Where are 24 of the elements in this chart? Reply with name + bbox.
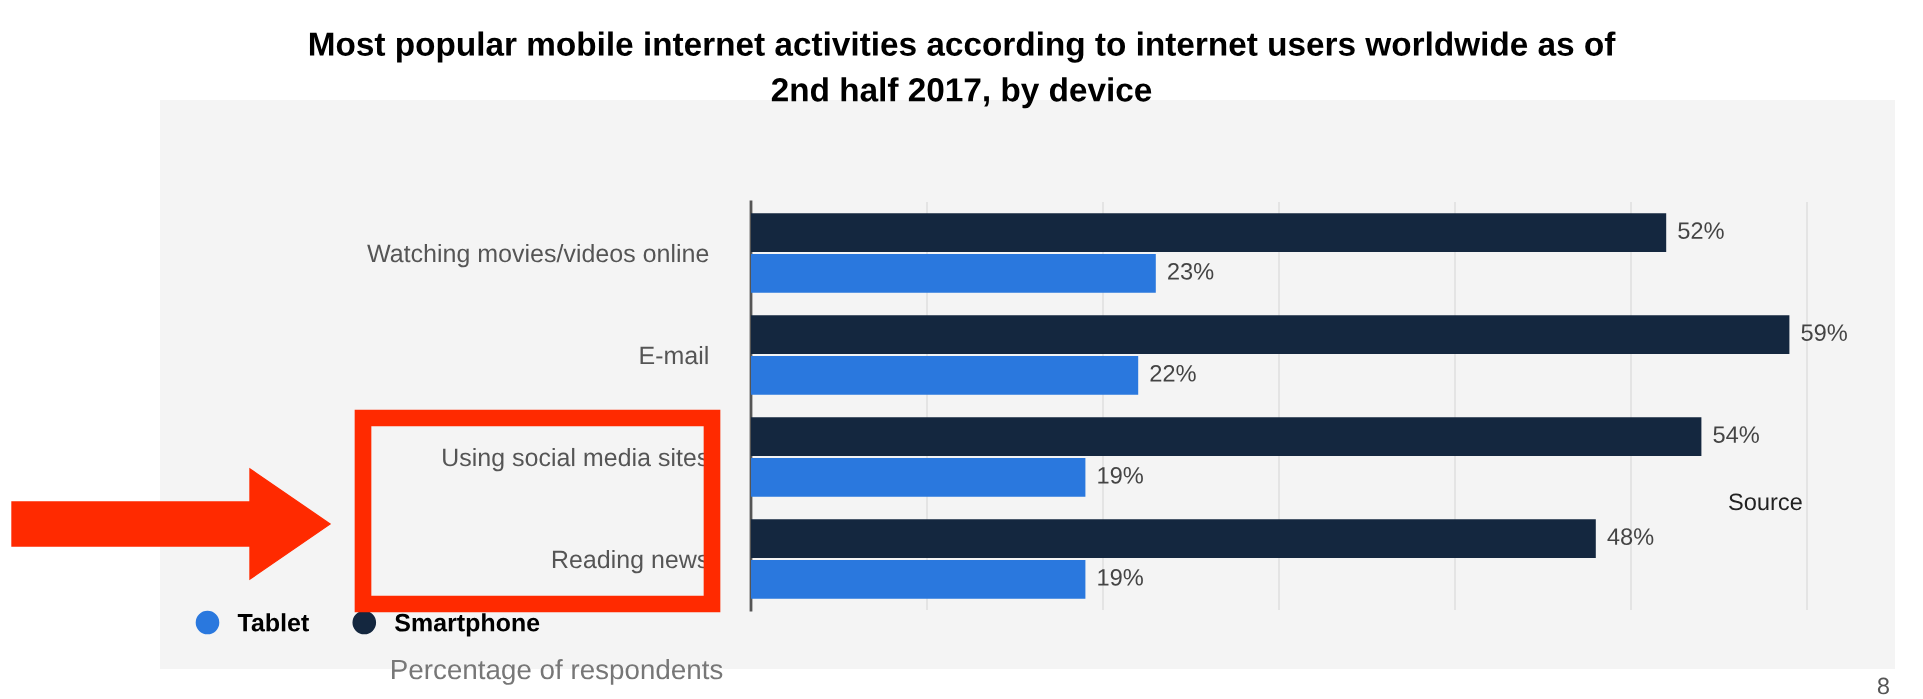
chart-title: Most popular mobile internet activities according to internet users worldwide as of 2nd half 2017, by device	[309, 31, 1616, 109]
data-label: 22%	[1150, 364, 1196, 382]
bar	[751, 355, 1139, 395]
data-label: 54%	[1713, 426, 1759, 443]
text: 8	[1877, 677, 1889, 695]
bar	[751, 315, 1790, 355]
data-label: 52%	[1678, 222, 1724, 239]
bar	[751, 519, 1596, 559]
legend-label: Tablet	[237, 613, 309, 632]
data-label: 48%	[1607, 528, 1654, 545]
y-tick-label: E-mail	[640, 345, 708, 365]
bar	[751, 559, 1086, 599]
bar	[751, 253, 1156, 293]
legend-label: Smartphone	[394, 613, 540, 637]
annotation: Source	[1729, 493, 1802, 511]
bar	[751, 213, 1667, 253]
y-tick-label: Watching movies/videos online	[367, 243, 709, 268]
data-label: 23%	[1168, 262, 1214, 280]
data-label: 19%	[1098, 466, 1143, 484]
x-axis-title: Percentage of respondents	[392, 658, 723, 685]
data-label: 19%	[1098, 568, 1143, 586]
bar	[751, 417, 1702, 457]
bar	[751, 457, 1086, 497]
data-label: 59%	[1801, 324, 1847, 341]
